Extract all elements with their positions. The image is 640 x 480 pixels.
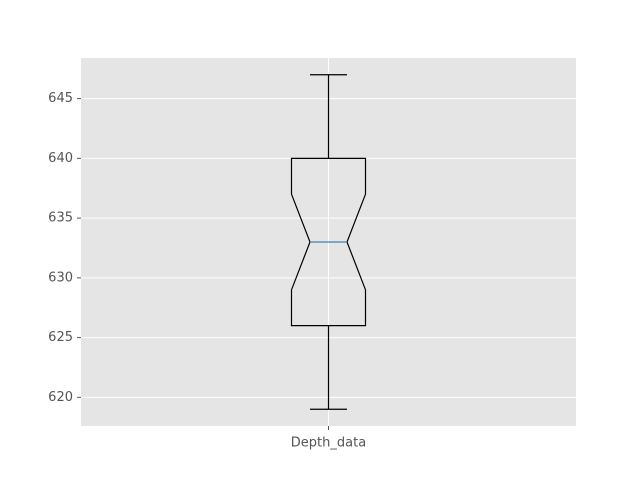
- y-tick-label: 635: [48, 211, 73, 226]
- box-series: [290, 74, 367, 410]
- y-tick-label: 620: [48, 390, 73, 405]
- x-tick-label: Depth_data: [291, 436, 366, 451]
- x-axis: Depth_data: [291, 426, 366, 451]
- y-tick-label: 625: [48, 330, 73, 345]
- y-tick-label: 645: [48, 91, 73, 106]
- y-tick-label: 640: [48, 151, 73, 166]
- y-tick-label: 630: [48, 270, 73, 285]
- box-Depth_data: [290, 74, 367, 410]
- y-axis: 620 625 630 635 640 645: [48, 91, 81, 405]
- notched-box: [290, 157, 367, 327]
